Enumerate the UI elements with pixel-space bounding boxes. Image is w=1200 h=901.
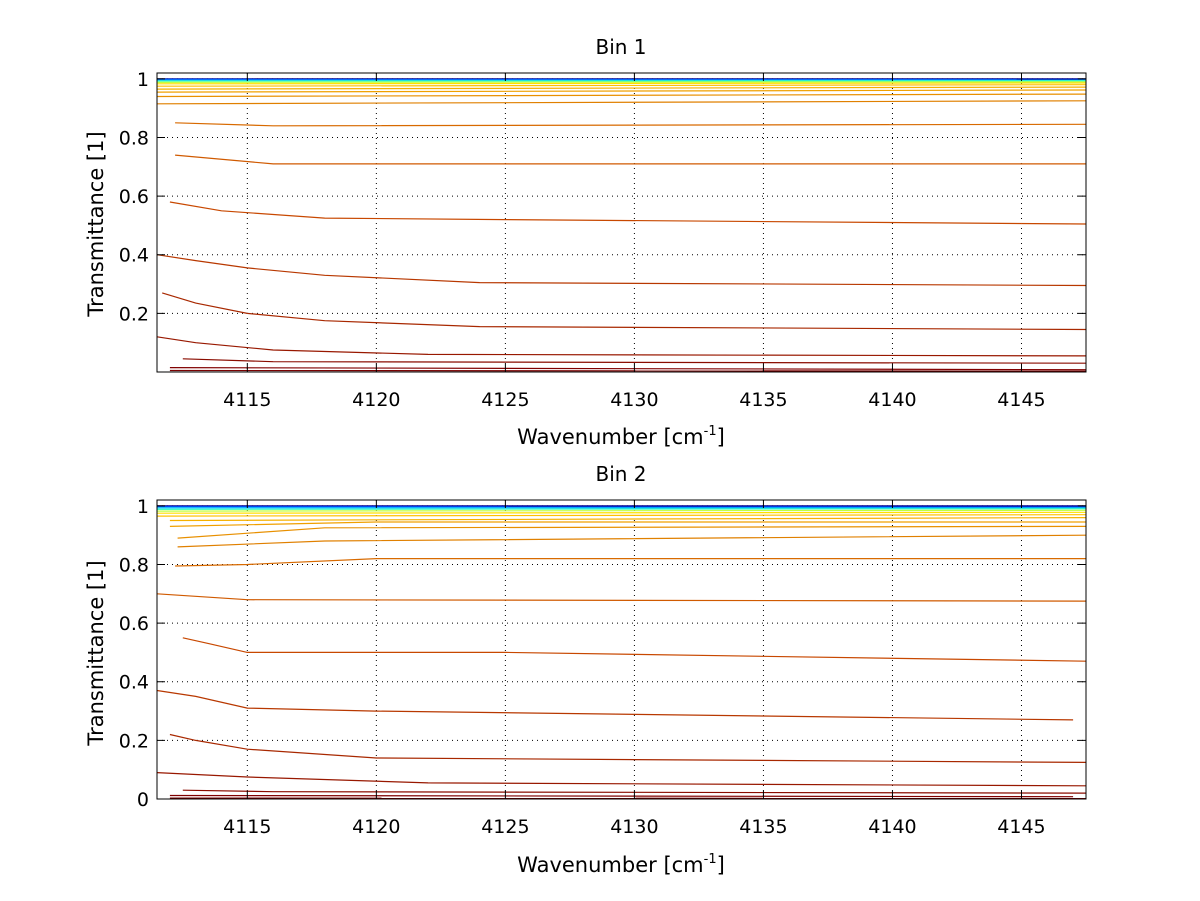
series-line-s9 (169, 521, 1086, 527)
y-tick-label: 0.4 (119, 672, 149, 694)
series-group (156, 505, 1087, 800)
series-line-s15 (156, 689, 1074, 721)
series-line-s14 (169, 201, 1087, 225)
axes-box (156, 72, 1087, 373)
series-line-s11 (177, 534, 1087, 548)
x-tick-label: 4125 (481, 816, 529, 838)
series-line-s18 (182, 358, 1087, 364)
series-line-s17 (156, 336, 1087, 357)
y-tick-label: 0.8 (119, 554, 149, 576)
plot-title: Bin 1 (595, 35, 646, 59)
y-axis-label: Transmittance [1] (84, 131, 108, 317)
series-line-s7 (156, 514, 1087, 517)
series-line-s5 (156, 509, 1087, 512)
y-axis-label: Transmittance [1] (84, 560, 108, 746)
x-tick-label: 4140 (868, 389, 916, 411)
series-line-s4 (156, 508, 1087, 510)
series-line-s18 (182, 789, 1087, 794)
series-line-s15 (156, 254, 1087, 287)
x-tick-label: 4135 (739, 389, 787, 411)
series-line-s20 (169, 369, 1087, 372)
x-axis-label: Wavenumber [cm-1] (517, 852, 725, 877)
y-tick-label: 0.4 (119, 245, 149, 267)
x-tick-label: 4120 (352, 389, 400, 411)
plot-bin-1: Bin 1 4115 4120 4125 4130 4135 4140 4145 0.20.… (84, 35, 1087, 449)
series-line-s12 (175, 122, 1087, 127)
series-line-s11 (156, 100, 1087, 105)
y-tick-label: 0.2 (119, 730, 149, 752)
x-ticks: 4115 4120 4125 4130 4135 4140 4145 (223, 73, 1046, 411)
x-tick-label: 4125 (481, 389, 529, 411)
x-tick-label: 4145 (997, 389, 1045, 411)
series-line-s6 (156, 82, 1087, 85)
plot-bin-2: Bin 2 4115 4120 4125 4130 4135 4140 4145 00.20… (84, 462, 1087, 877)
y-tick-label: 0.6 (119, 613, 149, 635)
x-tick-label: 4145 (997, 816, 1045, 838)
x-tick-label: 4130 (610, 389, 658, 411)
x-tick-label: 4115 (223, 816, 271, 838)
y-tick-label: 0.2 (119, 303, 149, 325)
series-line-s17 (156, 772, 1087, 787)
x-axis-label: Wavenumber [cm-1] (517, 424, 725, 449)
series-line-s10 (156, 93, 1087, 98)
series-group (156, 78, 1087, 372)
series-line-s8 (169, 516, 1087, 522)
series-line-s7 (156, 84, 1087, 87)
y-tick-label: 0.6 (119, 186, 149, 208)
y-ticks: 0.2 0.4 0.6 0.8 1 (119, 69, 1086, 325)
series-line-s6 (156, 511, 1087, 514)
series-line-s14 (182, 637, 1087, 662)
y-tick-label: 1 (137, 69, 149, 91)
series-line-s13 (175, 154, 1086, 165)
series-line-s9 (156, 89, 1087, 93)
x-tick-label: 4130 (610, 816, 658, 838)
x-ticks: 4115 4120 4125 4130 4135 4140 4145 (223, 500, 1046, 838)
series-line-s16 (169, 733, 1087, 764)
series-line-s19 (169, 794, 1074, 798)
series-line-s19 (169, 367, 1087, 371)
series-line-s8 (156, 86, 1087, 90)
series-line-s10 (177, 525, 1087, 539)
x-tick-label: 4135 (739, 816, 787, 838)
plot-title: Bin 2 (595, 462, 646, 486)
y-tick-label: 0.8 (119, 127, 149, 149)
series-line-s5 (156, 81, 1087, 84)
axes-box (156, 499, 1087, 800)
series-line-s12 (175, 557, 1086, 567)
x-tick-label: 4120 (352, 816, 400, 838)
y-tick-label: 0 (137, 789, 149, 811)
x-tick-label: 4115 (223, 389, 271, 411)
x-tick-label: 4140 (868, 816, 916, 838)
series-line-s13 (156, 593, 1087, 602)
y-ticks: 0 0.2 0.4 0.6 0.8 1 (119, 496, 1086, 811)
y-tick-label: 1 (137, 496, 149, 518)
series-line-s16 (162, 292, 1087, 331)
